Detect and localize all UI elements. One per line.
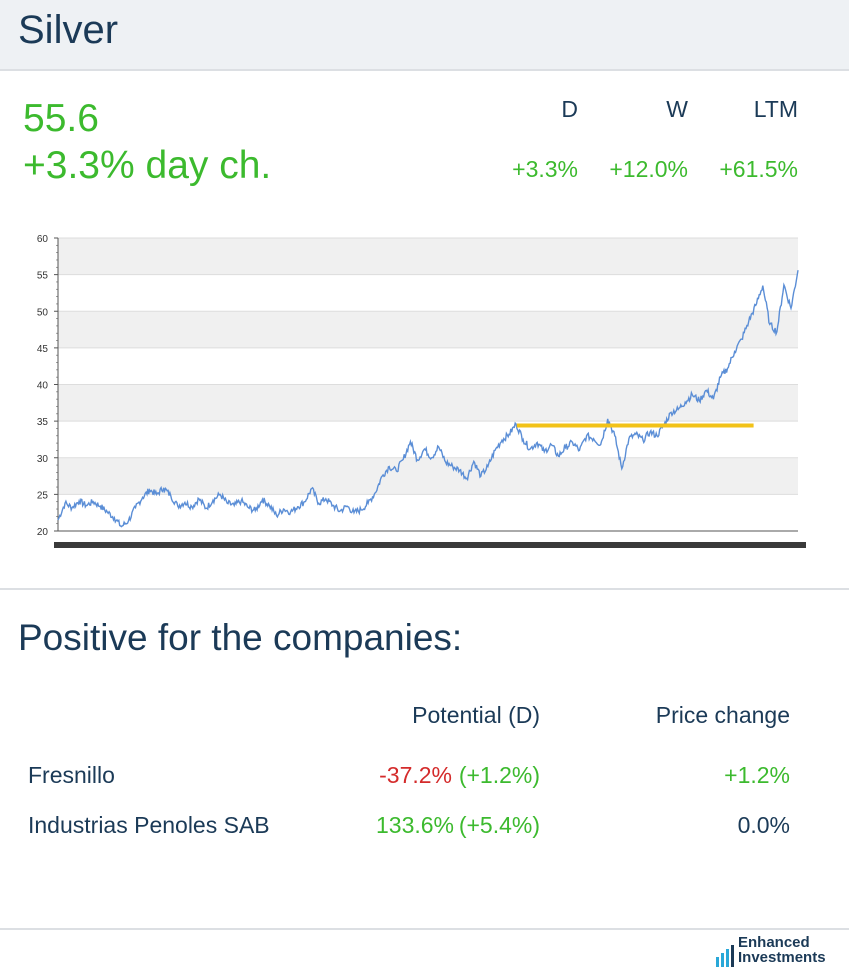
header-potential: Potential (D) — [412, 702, 540, 728]
x-tick-labels — [54, 542, 806, 548]
y-tick-label: 40 — [37, 381, 49, 392]
y-tick-label: 30 — [37, 454, 49, 465]
company-name-penoles: Industrias Penoles SAB — [28, 812, 270, 838]
logo-line-1: Enhanced — [738, 934, 810, 951]
section-title: Positive for the companies: — [18, 617, 463, 658]
company-name-fresnillo: Fresnillo — [28, 762, 115, 788]
price-chart: 20 25 30 35 40 45 50 55 60 — [37, 234, 806, 548]
perf-value-d: +3.3% — [512, 156, 578, 182]
header-price-change: Price change — [655, 702, 790, 728]
y-tick-label: 55 — [37, 271, 49, 282]
section-divider — [0, 588, 849, 590]
potential-value: 133.6% — [375, 812, 454, 838]
day-change: +3.3% day ch. — [23, 144, 272, 187]
price-change-value: +1.2% — [724, 762, 790, 788]
perf-value-w: +12.0% — [609, 156, 688, 182]
potential-change: (+1.2%) — [458, 762, 540, 788]
grid-band — [58, 311, 798, 348]
y-tick-label: 25 — [37, 490, 49, 501]
perf-value-ltm: +61.5% — [719, 156, 798, 182]
current-price: 55.6 — [23, 97, 99, 140]
price-change-value: 0.0% — [737, 812, 790, 838]
bar-chart-icon — [716, 945, 734, 967]
page-header: Silver — [0, 0, 849, 71]
potential-value: -37.2% — [379, 762, 452, 788]
grid-band — [58, 238, 798, 275]
y-tick-label: 45 — [37, 344, 49, 355]
footer-divider — [0, 928, 849, 930]
perf-label-w: W — [666, 96, 688, 122]
enhanced-investments-logo: Enhanced Investments — [716, 935, 826, 967]
page-title: Silver — [18, 8, 119, 52]
grid-band — [58, 457, 798, 495]
price-series-line — [57, 270, 799, 528]
perf-label-d: D — [561, 96, 578, 122]
potential-change: (+5.4%) — [458, 812, 540, 838]
y-tick-label: 50 — [37, 307, 49, 318]
y-tick-label: 60 — [37, 234, 49, 245]
perf-label-ltm: LTM — [753, 96, 798, 122]
y-tick-label: 35 — [37, 417, 49, 428]
logo-line-2: Investments — [738, 949, 826, 966]
y-tick-label: 20 — [37, 527, 49, 538]
